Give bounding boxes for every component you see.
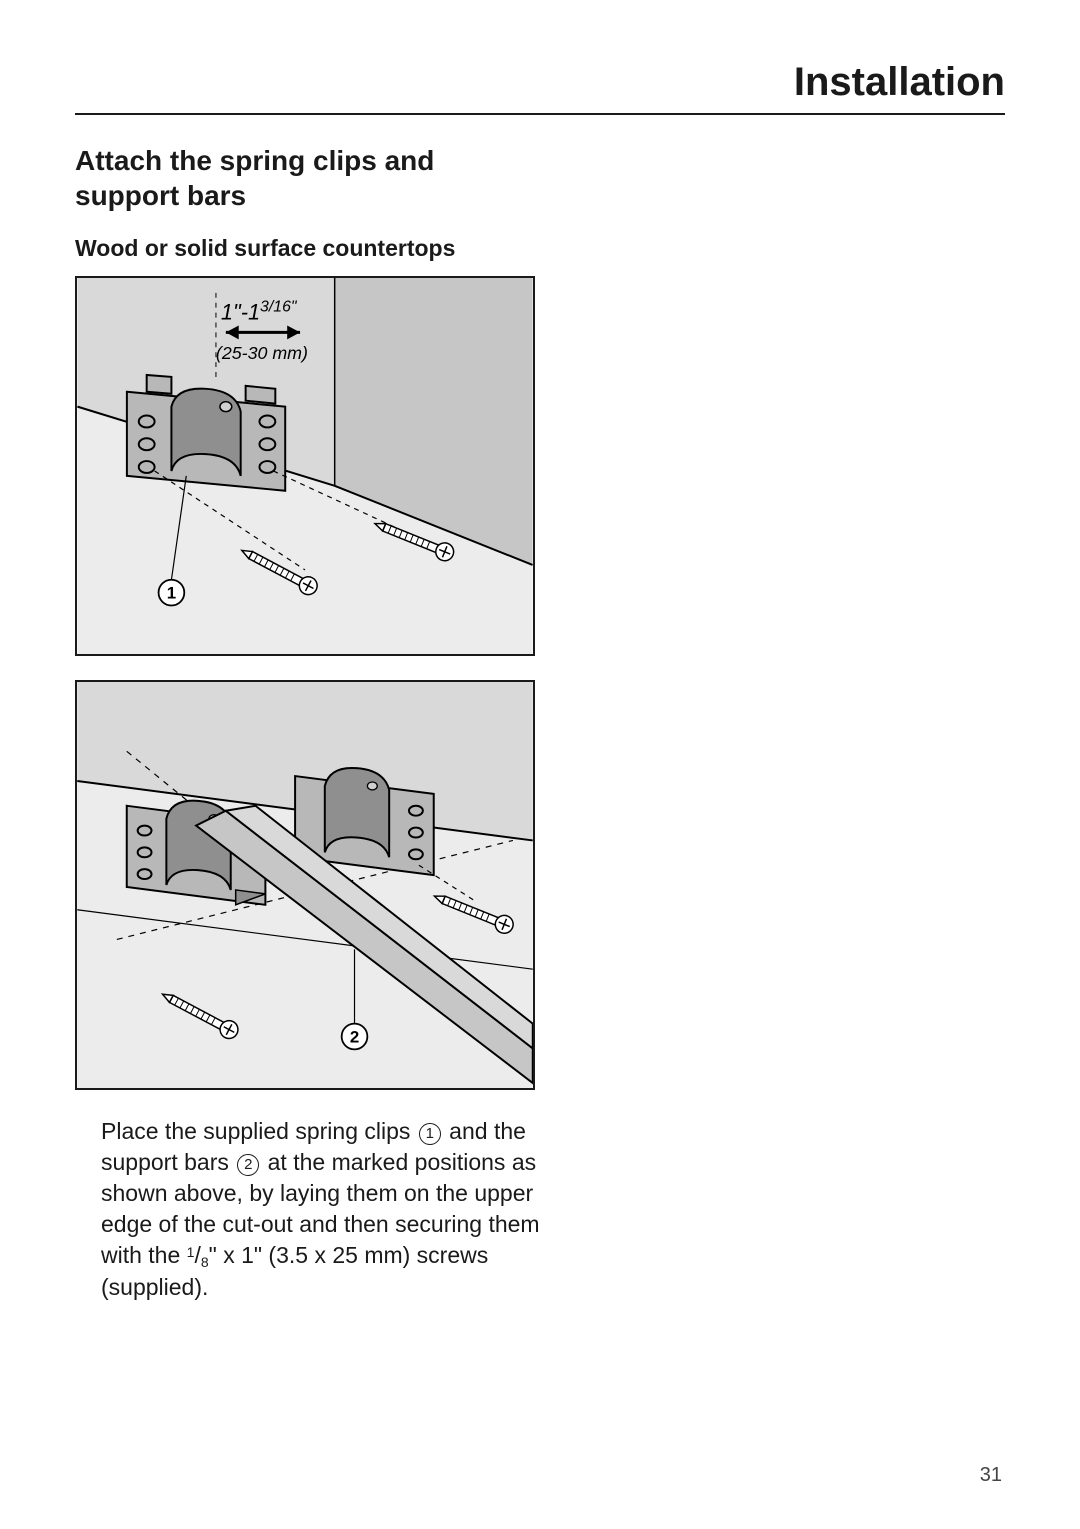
instruction-paragraph: Place the supplied spring clips 1 and th…	[101, 1116, 581, 1303]
page-root: Installation Attach the spring clips and…	[0, 0, 1080, 1529]
page-title: Installation	[75, 60, 1005, 105]
fraction-denominator: 8	[201, 1254, 209, 1270]
sub-heading: Wood or solid surface countertops	[75, 235, 1005, 262]
callout-ref-1: 1	[419, 1123, 441, 1145]
fig1-dim-bottom: (25-30 mm)	[216, 343, 308, 363]
body-t1: Place the supplied spring clips	[101, 1118, 417, 1144]
fig1-dim-top: 1"-1	[221, 300, 260, 325]
fig1-dim-top-frac: 3/16"	[260, 299, 298, 316]
fig1-callout: 1	[167, 584, 176, 603]
header-rule	[75, 113, 1005, 115]
callout-ref-2: 2	[237, 1154, 259, 1176]
page-number: 31	[980, 1464, 1002, 1487]
figure-spring-clip: 1"-13/16" (25-30 mm)	[75, 276, 535, 656]
section-heading-line1: Attach the spring clips and	[75, 145, 434, 176]
fig2-callout: 2	[350, 1027, 359, 1046]
spring-clip-icon	[127, 375, 285, 491]
section-heading-line2: support bars	[75, 180, 246, 211]
figure-support-bar: 2	[75, 680, 535, 1090]
section-heading: Attach the spring clips and support bars	[75, 143, 535, 213]
